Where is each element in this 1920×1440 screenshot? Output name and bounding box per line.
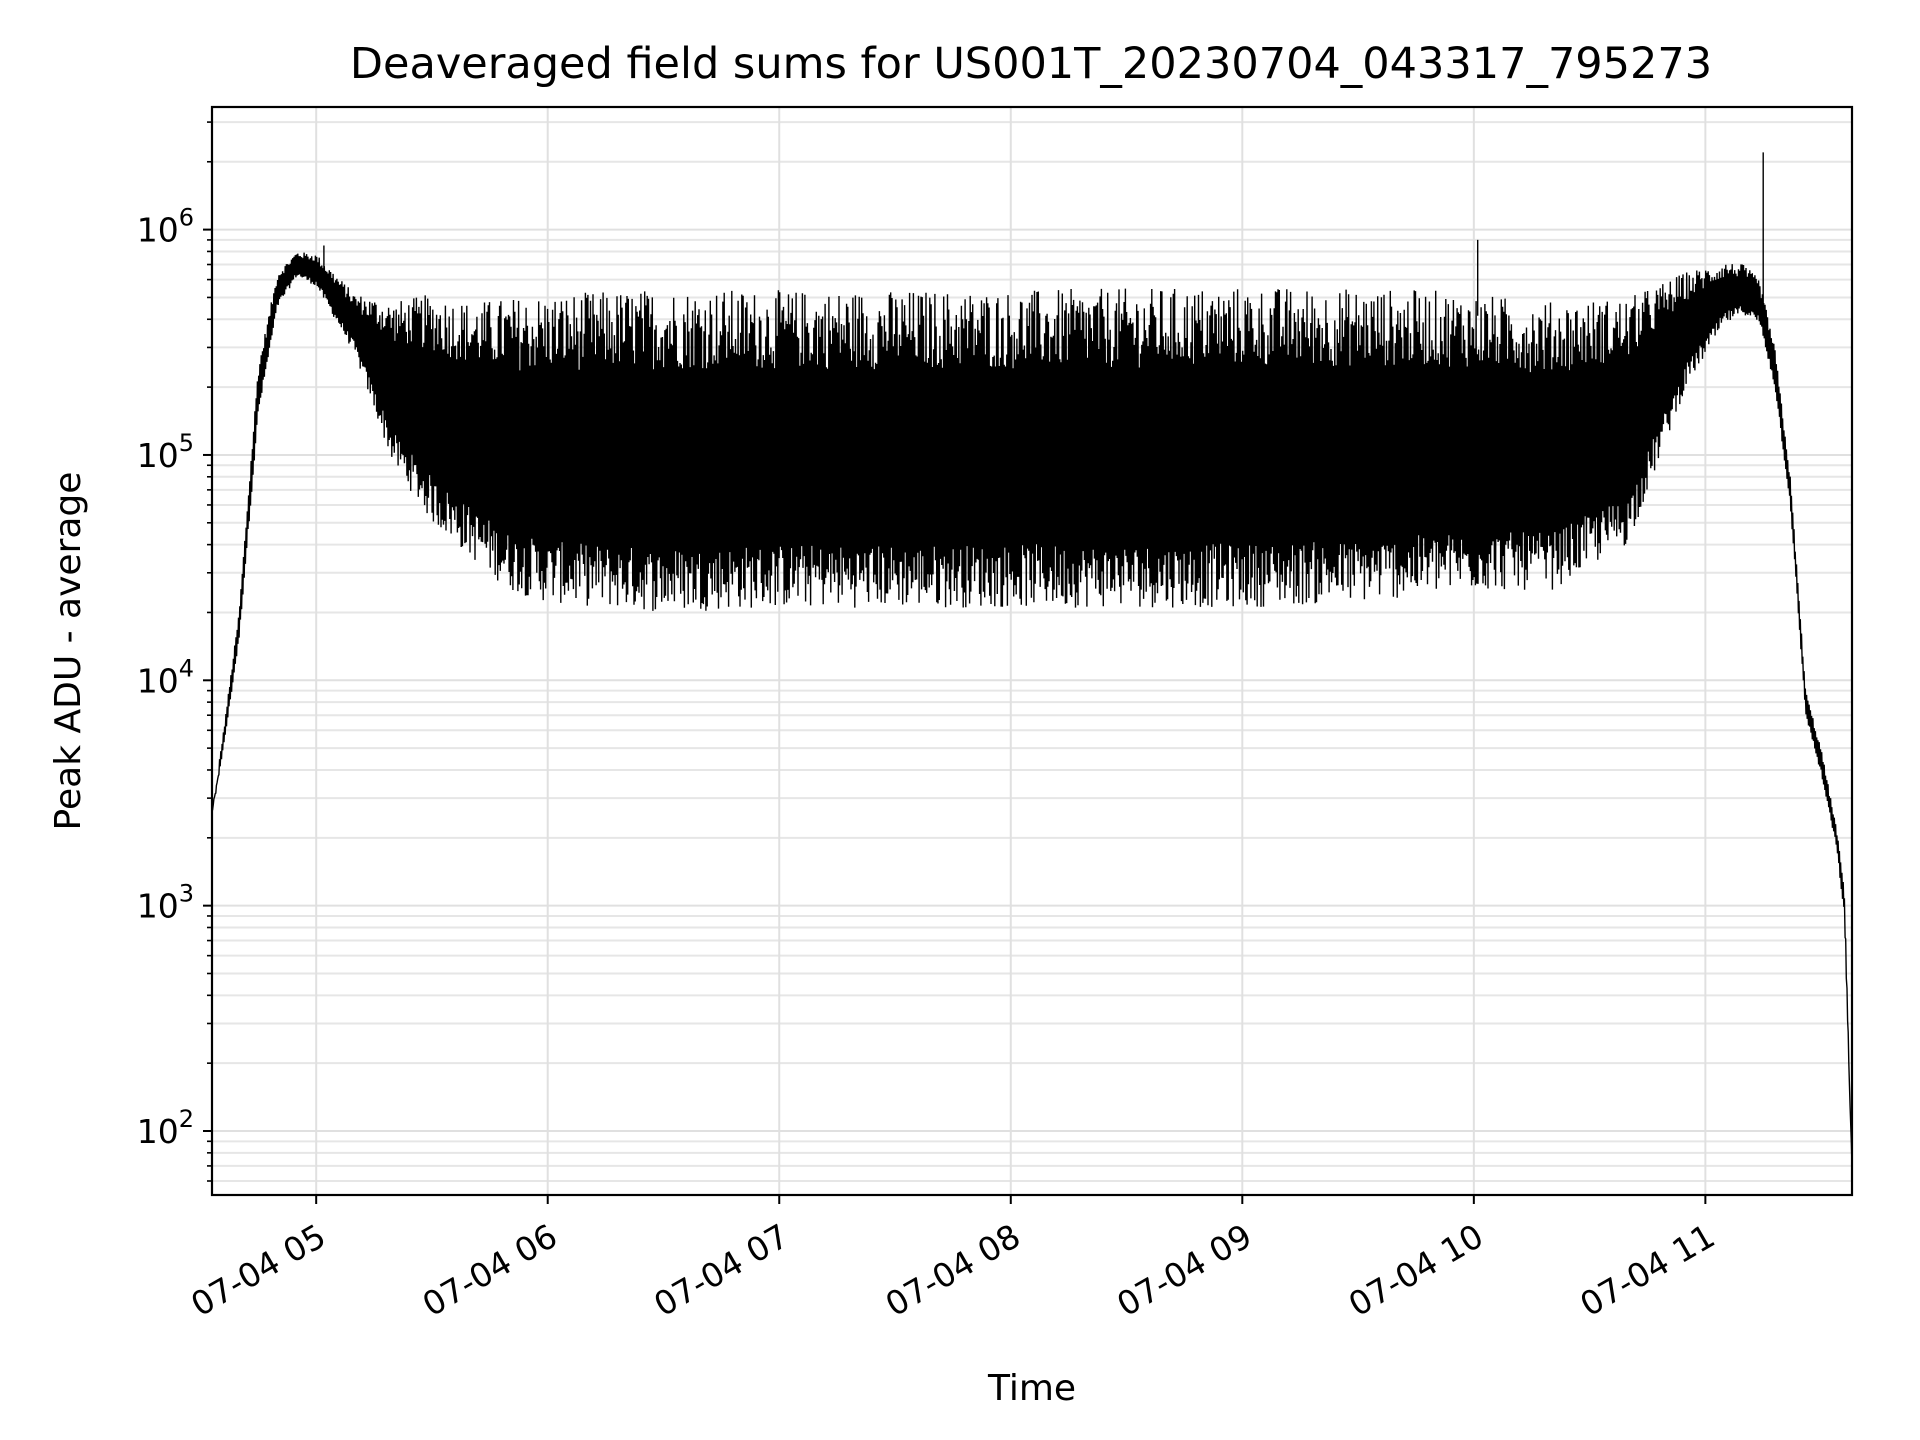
data-line-group [212,152,1852,1167]
chart-title: Deaveraged field sums for US001T_2023070… [350,39,1712,89]
plot-frame [210,105,1854,1197]
x-axis-label: Time [987,1368,1076,1409]
y-tick-label: 105 [137,429,194,475]
series-line [212,152,1852,1167]
y-axis-label: Peak ADU - average [48,472,89,831]
